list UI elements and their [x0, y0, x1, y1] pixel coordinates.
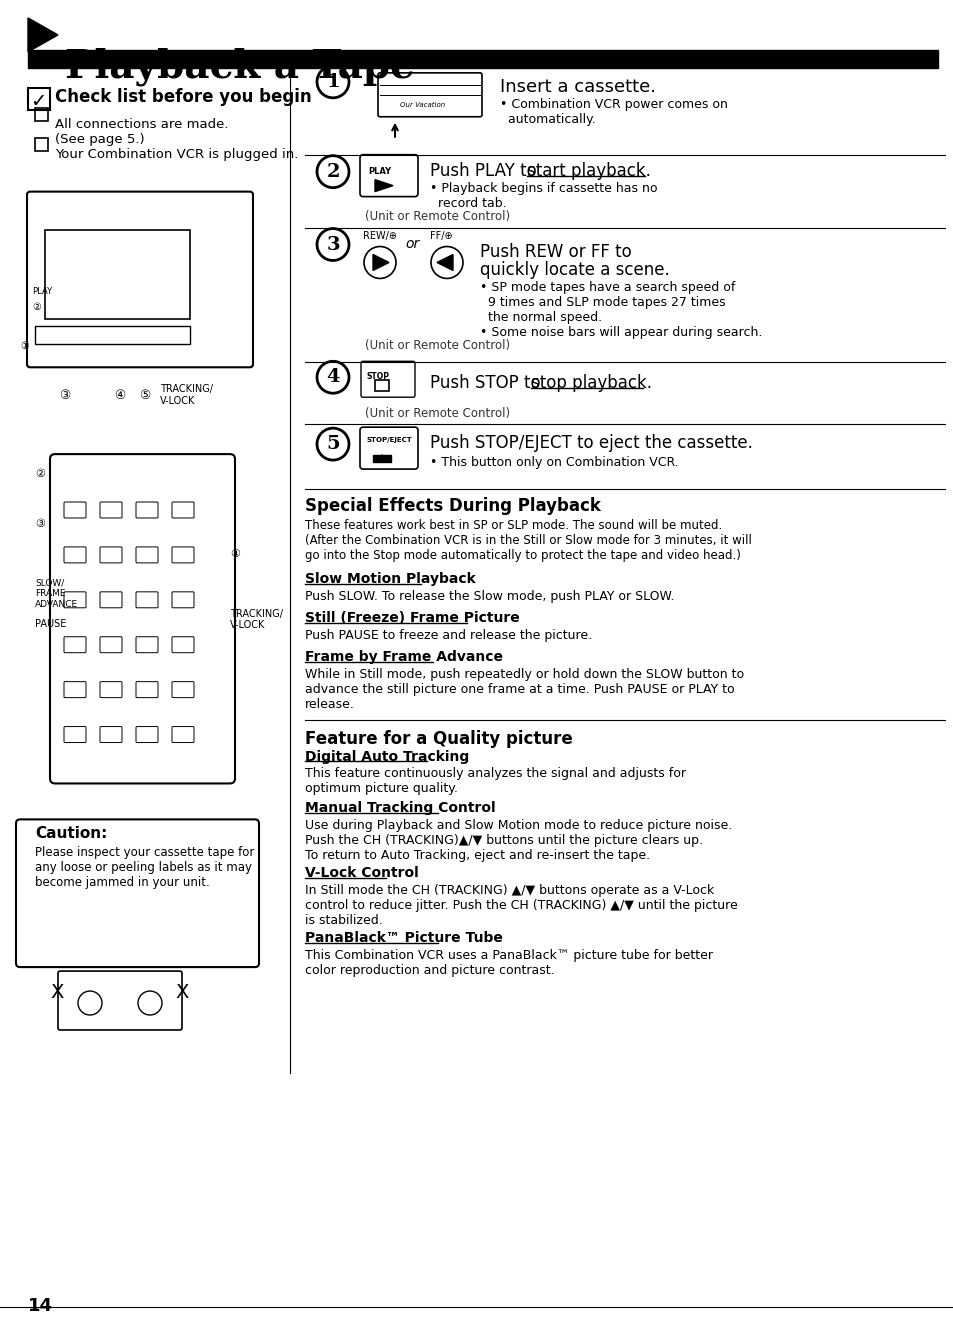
- Text: All connections are made.
(See page 5.): All connections are made. (See page 5.): [55, 117, 229, 145]
- Text: V-Lock Control: V-Lock Control: [305, 866, 418, 880]
- Text: Caution:: Caution:: [35, 826, 108, 841]
- Text: Still (Freeze) Frame Picture: Still (Freeze) Frame Picture: [305, 611, 519, 624]
- Bar: [45, 230, 190, 319]
- Text: ③: ③: [59, 389, 71, 403]
- Text: Frame by Frame Advance: Frame by Frame Advance: [305, 649, 502, 664]
- Text: • Playback begins if cassette has no
  record tab.: • Playback begins if cassette has no rec…: [430, 182, 657, 210]
- Text: 14: 14: [28, 1298, 53, 1316]
- Text: Push REW or FF to: Push REW or FF to: [479, 243, 631, 260]
- Text: TRACKING/
V-LOCK: TRACKING/ V-LOCK: [230, 609, 283, 631]
- Bar: [373, 455, 391, 462]
- Text: Push PAUSE to freeze and release the picture.: Push PAUSE to freeze and release the pic…: [305, 628, 592, 642]
- Text: ②: ②: [35, 469, 45, 479]
- Text: quickly locate a scene.: quickly locate a scene.: [479, 261, 669, 280]
- Text: Push PLAY to: Push PLAY to: [430, 161, 541, 180]
- Text: 5: 5: [326, 436, 339, 453]
- Text: X: X: [174, 983, 188, 1002]
- Text: This Combination VCR uses a PanaBlack™ picture tube for better
color reproductio: This Combination VCR uses a PanaBlack™ p…: [305, 949, 712, 977]
- Text: Playback a Tape: Playback a Tape: [65, 48, 415, 86]
- Bar: [28, 50, 937, 67]
- Polygon shape: [373, 255, 389, 271]
- Text: PanaBlack™ Picture Tube: PanaBlack™ Picture Tube: [305, 931, 502, 945]
- Text: • Some noise bars will appear during search.: • Some noise bars will appear during sea…: [479, 326, 761, 339]
- Text: Your Combination VCR is plugged in.: Your Combination VCR is plugged in.: [55, 148, 298, 161]
- Text: ✓: ✓: [30, 92, 47, 111]
- Text: • This button only on Combination VCR.: • This button only on Combination VCR.: [430, 457, 678, 469]
- Text: ④: ④: [114, 389, 126, 403]
- Text: (Unit or Remote Control): (Unit or Remote Control): [365, 407, 510, 420]
- Text: X: X: [50, 983, 63, 1002]
- Bar: [35, 108, 48, 120]
- Text: ④: ④: [230, 549, 240, 558]
- Text: ③: ③: [35, 519, 45, 529]
- Text: start playback.: start playback.: [526, 161, 650, 180]
- Bar: [35, 326, 190, 345]
- Text: Manual Tracking Control: Manual Tracking Control: [305, 801, 496, 816]
- Text: 1: 1: [326, 73, 339, 91]
- Text: While in Still mode, push repeatedly or hold down the SLOW button to
advance the: While in Still mode, push repeatedly or …: [305, 668, 743, 710]
- Text: ②: ②: [32, 302, 41, 313]
- Polygon shape: [375, 180, 393, 191]
- Text: Slow Motion Playback: Slow Motion Playback: [305, 572, 476, 586]
- Text: TRACKING/
V-LOCK: TRACKING/ V-LOCK: [160, 384, 213, 405]
- Text: ①: ①: [20, 342, 29, 351]
- Text: STOP: STOP: [367, 372, 390, 381]
- Polygon shape: [28, 18, 58, 51]
- Text: ⑤: ⑤: [139, 389, 151, 403]
- Text: Special Effects During Playback: Special Effects During Playback: [305, 498, 600, 515]
- Text: This feature continuously analyzes the signal and adjusts for
optimum picture qu: This feature continuously analyzes the s…: [305, 767, 685, 796]
- Text: Our Vacation: Our Vacation: [399, 102, 445, 108]
- Text: These features work best in SP or SLP mode. The sound will be muted.
(After the : These features work best in SP or SLP mo…: [305, 519, 751, 562]
- Text: Use during Playback and Slow Motion mode to reduce picture noise.
Push the CH (T: Use during Playback and Slow Motion mode…: [305, 820, 732, 862]
- Text: or: or: [405, 236, 418, 251]
- Text: 2: 2: [326, 162, 339, 181]
- Text: Please inspect your cassette tape for
any loose or peeling labels as it may
beco: Please inspect your cassette tape for an…: [35, 846, 254, 890]
- Polygon shape: [436, 255, 453, 271]
- Text: SLOW/
FRAME
ADVANCE: SLOW/ FRAME ADVANCE: [35, 579, 78, 609]
- Bar: [35, 137, 48, 150]
- Text: REW/⊕: REW/⊕: [363, 231, 396, 240]
- Bar: [28, 88, 50, 110]
- Text: stop playback.: stop playback.: [531, 375, 651, 392]
- Text: PAUSE: PAUSE: [35, 619, 67, 628]
- Text: Push SLOW. To release the Slow mode, push PLAY or SLOW.: Push SLOW. To release the Slow mode, pus…: [305, 590, 674, 603]
- Text: Insert a cassette.: Insert a cassette.: [499, 78, 656, 96]
- Text: (Unit or Remote Control): (Unit or Remote Control): [365, 339, 510, 352]
- Text: FF/⊕: FF/⊕: [430, 231, 452, 240]
- Text: In Still mode the CH (TRACKING) ▲/▼ buttons operate as a V-Lock
control to reduc: In Still mode the CH (TRACKING) ▲/▼ butt…: [305, 884, 737, 927]
- Text: 4: 4: [326, 368, 339, 387]
- Text: Push STOP/EJECT to eject the cassette.: Push STOP/EJECT to eject the cassette.: [430, 434, 752, 453]
- Text: Digital Auto Tracking: Digital Auto Tracking: [305, 750, 469, 763]
- Text: Feature for a Quality picture: Feature for a Quality picture: [305, 730, 572, 747]
- Text: (Unit or Remote Control): (Unit or Remote Control): [365, 210, 510, 223]
- Text: PLAY: PLAY: [368, 166, 391, 176]
- Text: Check list before you begin: Check list before you begin: [55, 88, 312, 106]
- Polygon shape: [373, 454, 391, 462]
- Text: Push STOP to: Push STOP to: [430, 375, 545, 392]
- Bar: [375, 380, 389, 391]
- Text: • SP mode tapes have a search speed of
  9 times and SLP mode tapes 27 times
  t: • SP mode tapes have a search speed of 9…: [479, 281, 735, 325]
- Text: STOP/EJECT: STOP/EJECT: [367, 437, 413, 444]
- Text: 3: 3: [326, 235, 339, 253]
- Text: PLAY: PLAY: [32, 288, 52, 297]
- Text: • Combination VCR power comes on
  automatically.: • Combination VCR power comes on automat…: [499, 98, 727, 125]
